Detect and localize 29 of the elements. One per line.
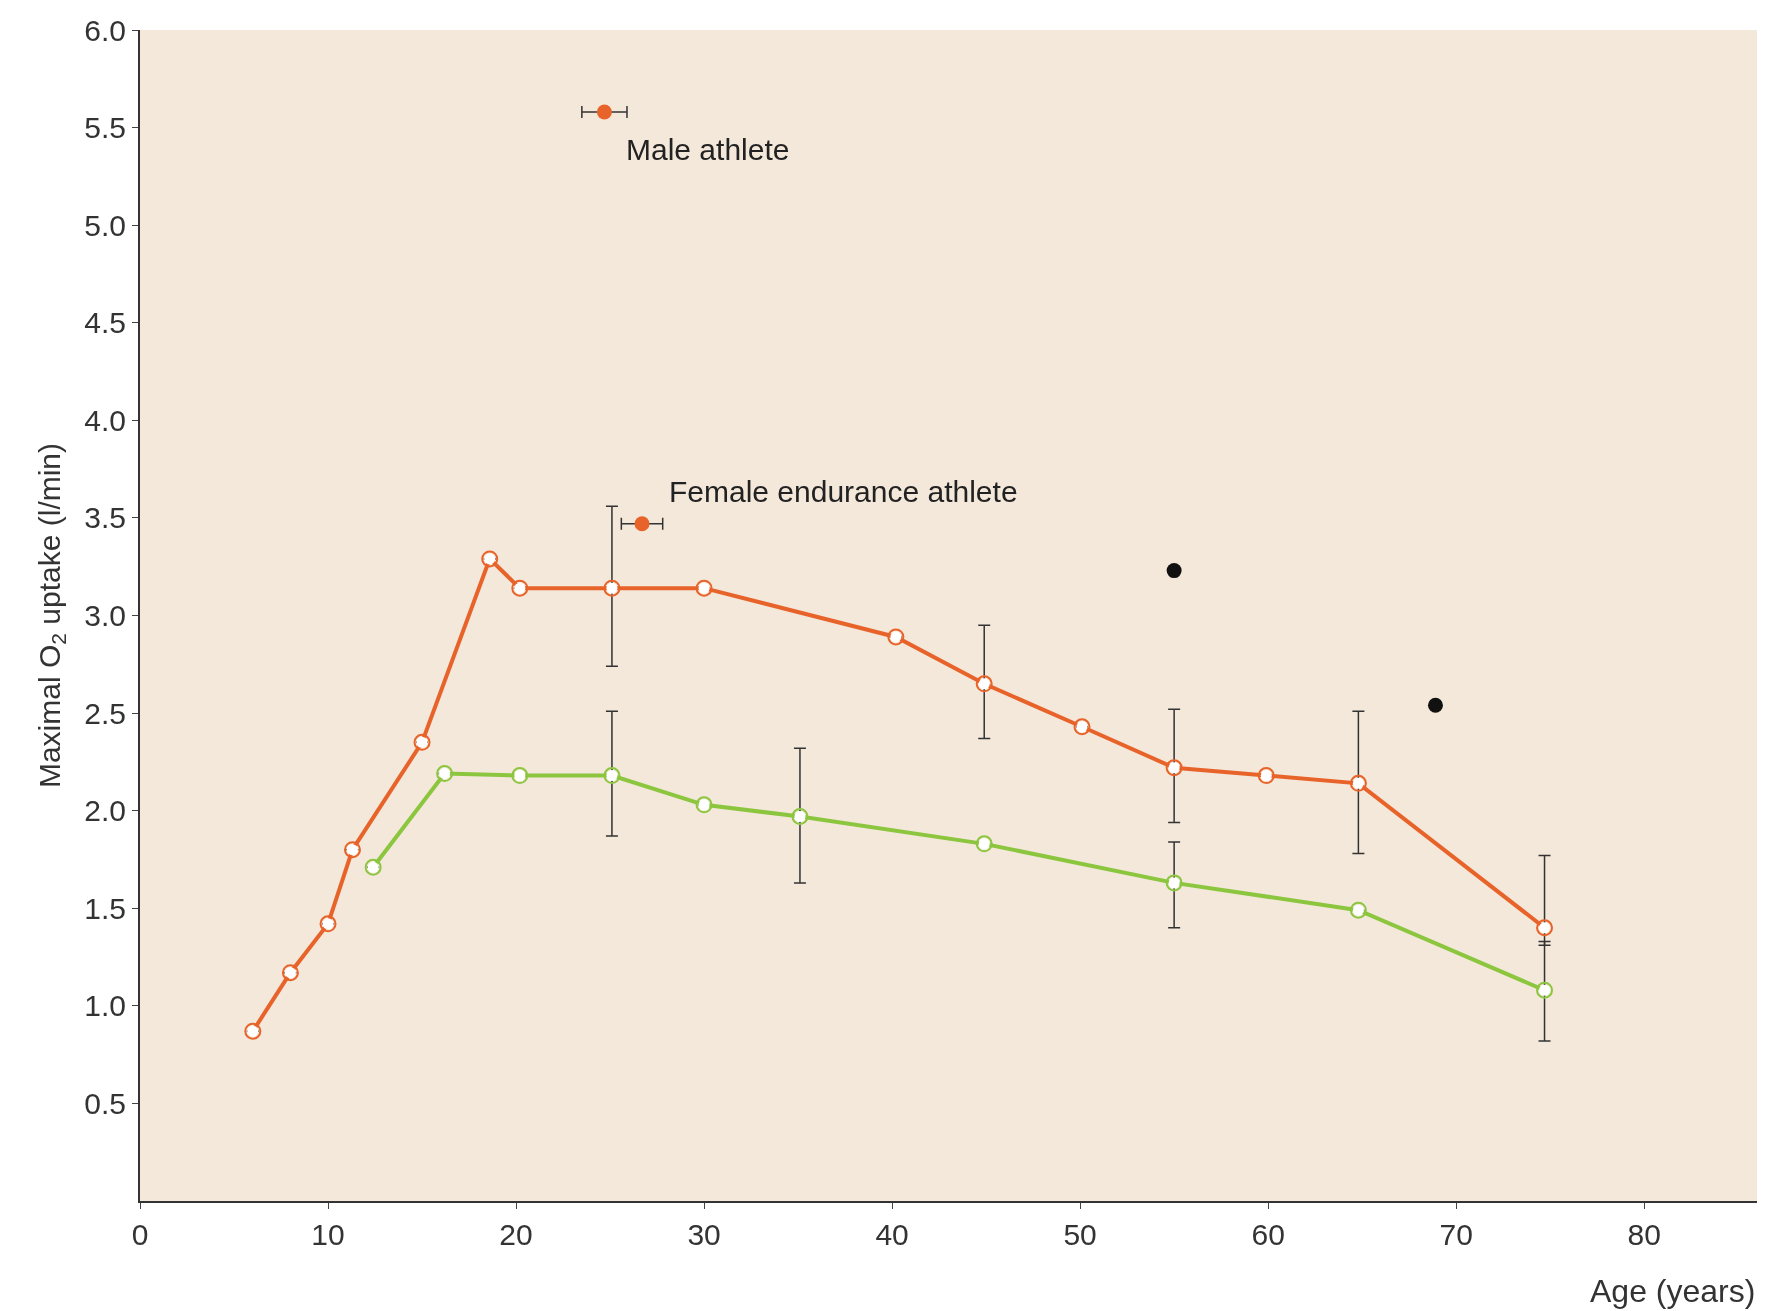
point bbox=[634, 516, 650, 532]
point bbox=[596, 104, 612, 120]
y-tick-label: 2.0 bbox=[84, 794, 126, 828]
x-tick-label: 20 bbox=[499, 1218, 533, 1251]
y-tick-label: 5.5 bbox=[84, 111, 126, 145]
y-tick-label: 6.0 bbox=[84, 13, 126, 47]
x-tick-label: 50 bbox=[1063, 1218, 1097, 1251]
annotation: Male athlete bbox=[626, 133, 790, 166]
x-tick-label: 70 bbox=[1439, 1218, 1473, 1251]
x-axis-title: Age (years) bbox=[1590, 1273, 1756, 1309]
y-tick-label: 5.0 bbox=[84, 208, 126, 242]
x-tick-label: 80 bbox=[1627, 1218, 1661, 1251]
x-tick-label: 30 bbox=[687, 1218, 721, 1251]
x-tick-label: 0 bbox=[131, 1218, 149, 1251]
point bbox=[791, 808, 809, 826]
y-tick-label: 3.5 bbox=[84, 501, 126, 535]
annotation: Female endurance athlete bbox=[669, 475, 1018, 508]
x-tick-label: 60 bbox=[1251, 1218, 1285, 1251]
y-tick-label: 4.5 bbox=[84, 306, 126, 340]
point bbox=[1166, 563, 1182, 579]
y-tick-label: 4.0 bbox=[84, 403, 126, 437]
x-tick-label: 10 bbox=[311, 1218, 345, 1251]
y-tick-label: 2.5 bbox=[84, 696, 126, 730]
y-tick-label: 0.5 bbox=[84, 1086, 126, 1120]
x-tick-label: 40 bbox=[875, 1218, 909, 1251]
y-tick-label: 1.0 bbox=[84, 989, 126, 1023]
y-tick-label: 1.5 bbox=[84, 891, 126, 925]
y-tick-label: 3.0 bbox=[84, 599, 126, 632]
point bbox=[1427, 697, 1443, 713]
